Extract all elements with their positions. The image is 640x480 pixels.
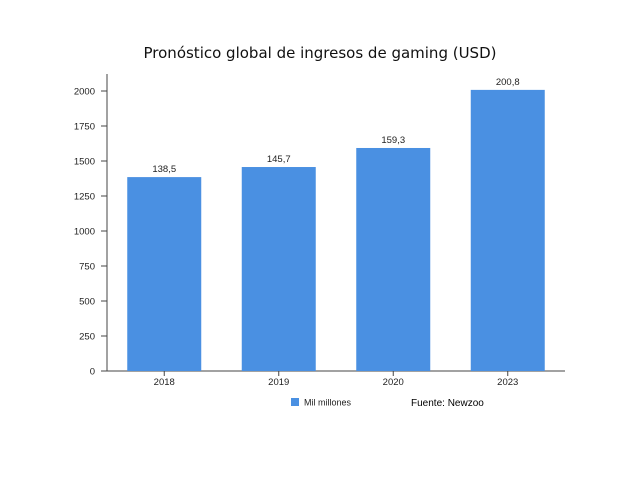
data-label: 200,8 — [496, 77, 520, 88]
bar — [241, 167, 316, 371]
legend-label: Mil millones — [304, 398, 352, 408]
y-tick-label: 1250 — [74, 192, 95, 203]
legend-swatch — [291, 398, 299, 406]
x-tick-label: 2018 — [154, 377, 175, 388]
y-tick-label: 2000 — [74, 87, 95, 98]
bar — [470, 89, 545, 371]
y-tick-label: 0 — [90, 367, 95, 378]
bar — [127, 177, 202, 371]
chart-title: Pronóstico global de ingresos de gaming … — [144, 44, 497, 62]
x-tick-label: 2023 — [497, 377, 518, 388]
y-tick-label: 1750 — [74, 122, 95, 133]
data-label: 159,3 — [381, 135, 405, 146]
x-tick-label: 2019 — [268, 377, 289, 388]
y-axis-ticks: 0 250 500 750 1000 1250 1500 1750 2000 — [74, 87, 107, 378]
data-label: 145,7 — [267, 154, 291, 165]
x-axis-ticks: 2018 2019 2020 2023 — [154, 371, 518, 388]
y-tick-label: 1000 — [74, 227, 95, 238]
y-tick-label: 250 — [79, 332, 95, 343]
bar-series: 138,5 145,7 159,3 200,8 — [127, 77, 545, 371]
y-tick-label: 500 — [79, 297, 95, 308]
source-note: Fuente: Newzoo — [411, 398, 484, 409]
legend: Mil millones — [291, 398, 352, 408]
x-tick-label: 2020 — [383, 377, 404, 388]
bar — [356, 147, 431, 371]
y-tick-label: 750 — [79, 262, 95, 273]
data-label: 138,5 — [152, 164, 176, 175]
y-tick-label: 1500 — [74, 157, 95, 168]
